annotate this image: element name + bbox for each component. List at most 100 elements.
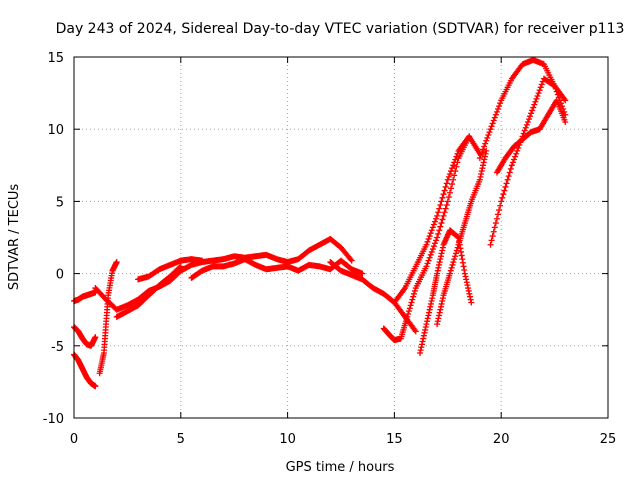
data-point [451, 159, 458, 166]
data-point [485, 131, 492, 138]
data-point [491, 224, 498, 231]
data-point [440, 212, 447, 219]
data-point [513, 150, 520, 157]
data-point [445, 194, 452, 201]
data-point [408, 299, 415, 306]
data-point [453, 163, 460, 170]
data-point [514, 147, 521, 154]
data-point [444, 198, 451, 205]
data-point [436, 227, 443, 234]
data-point [450, 176, 457, 183]
data-point [440, 191, 447, 198]
y-tick-label: 15 [47, 51, 64, 66]
data-point [481, 143, 488, 150]
data-point [404, 313, 411, 320]
x-tick-label: 5 [177, 432, 185, 447]
data-point [490, 228, 497, 235]
data-point [454, 244, 461, 251]
data-point [453, 153, 460, 160]
data-point [511, 156, 518, 163]
data-points [71, 56, 569, 390]
data-point [451, 256, 458, 263]
x-tick-label: 15 [386, 432, 403, 447]
data-point [483, 147, 490, 154]
data-point [451, 172, 458, 179]
data-point [562, 118, 569, 125]
data-point [423, 263, 430, 270]
data-point [410, 293, 417, 300]
x-tick-label: 25 [600, 432, 617, 447]
data-point [478, 149, 485, 156]
data-point [425, 257, 432, 264]
data-point [538, 81, 545, 88]
data-point [431, 240, 438, 247]
data-point [427, 251, 434, 258]
data-point [450, 162, 457, 169]
data-point [446, 170, 453, 177]
data-point [453, 247, 460, 254]
series-arc-9 [188, 256, 366, 281]
data-point [536, 87, 543, 94]
data-point [441, 187, 448, 194]
data-point [488, 123, 495, 130]
data-point [423, 241, 430, 248]
data-point [493, 108, 500, 115]
data-point [447, 267, 454, 274]
data-point [430, 221, 437, 228]
data-point [483, 137, 490, 144]
data-point [409, 296, 416, 303]
data-point [494, 211, 501, 218]
data-point [424, 238, 431, 245]
data-point [496, 103, 503, 110]
series-arc-17 [493, 97, 569, 176]
data-point [429, 246, 436, 253]
series-arc-4 [96, 259, 120, 377]
data-point [439, 194, 446, 201]
data-point [504, 176, 511, 183]
data-point [530, 104, 537, 111]
data-point [406, 305, 413, 312]
data-point [92, 334, 99, 341]
data-point [506, 169, 513, 176]
data-point [499, 194, 506, 201]
data-point [512, 153, 519, 160]
data-point [525, 116, 532, 123]
data-point [113, 259, 120, 266]
data-point [507, 165, 514, 172]
data-point [492, 111, 499, 118]
data-point [490, 117, 497, 124]
series-arc-3 [71, 351, 99, 390]
data-point [425, 235, 432, 242]
data-point [496, 207, 503, 214]
data-point [537, 84, 544, 91]
data-point [477, 152, 484, 159]
data-point [438, 198, 445, 205]
data-point [562, 97, 569, 104]
data-point [412, 328, 419, 335]
data-point [92, 383, 99, 390]
data-point [443, 202, 450, 209]
data-point [501, 187, 508, 194]
data-point [439, 216, 446, 223]
data-point [450, 259, 457, 266]
data-point [534, 92, 541, 99]
y-tick-label: 5 [56, 195, 64, 210]
data-point [449, 261, 456, 268]
data-point [407, 302, 414, 309]
data-point [437, 202, 444, 209]
data-point [444, 176, 451, 183]
data-point [411, 287, 418, 294]
x-tick-label: 0 [70, 432, 78, 447]
data-point [532, 98, 539, 105]
data-point [443, 180, 450, 187]
y-tick-label: -10 [43, 412, 64, 427]
data-point [347, 256, 354, 263]
data-point [531, 101, 538, 108]
data-point [452, 156, 459, 163]
data-point [427, 230, 434, 237]
data-point [524, 118, 531, 125]
data-point [482, 140, 489, 147]
data-point [348, 257, 355, 264]
data-point [428, 227, 435, 234]
